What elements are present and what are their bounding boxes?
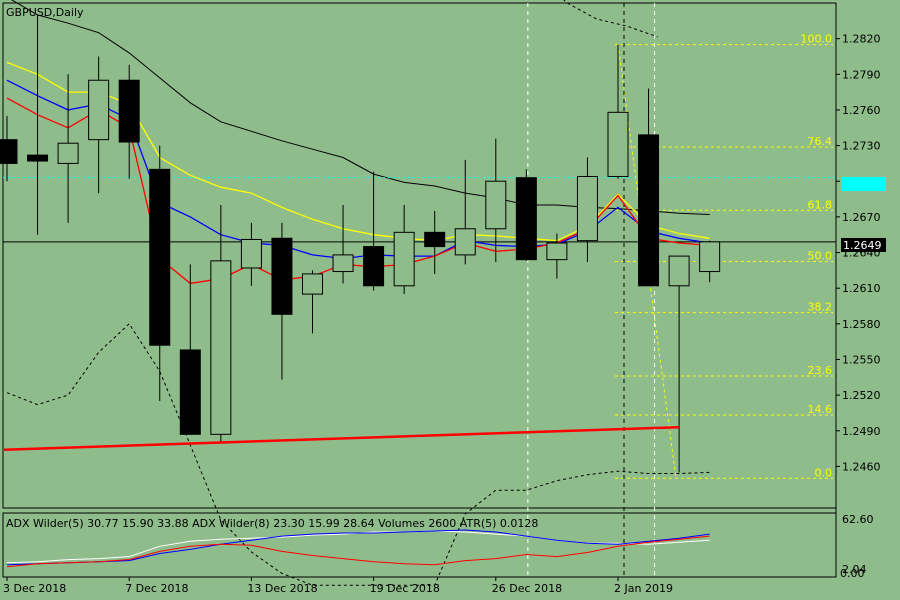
- candle-bull: [607, 111, 629, 177]
- chart-title: GBPUSD,Daily: [6, 6, 84, 19]
- ask-price-box: [841, 177, 886, 191]
- candle-bear: [271, 237, 293, 315]
- candle-bull: [485, 180, 507, 230]
- price-tick-label: 1.2730: [842, 140, 881, 153]
- candle-bull: [576, 175, 598, 242]
- fib-level-label: 23.6: [808, 364, 833, 377]
- price-tick-label: 1.2790: [842, 68, 881, 81]
- price-tick-label: 1.2610: [842, 282, 881, 295]
- price-tick-label: 1.2460: [842, 460, 881, 473]
- price-tick-label: 1.2760: [842, 104, 881, 117]
- time-tick-label: 2 Jan 2019: [614, 582, 673, 595]
- current-price-label: 1.2649: [843, 239, 882, 252]
- fib-level-label: 50.0: [808, 249, 833, 262]
- trend-line: [3, 425, 680, 452]
- indicator-min-label: 0.00: [840, 567, 865, 580]
- bb-lower-line: [6, 323, 710, 586]
- candle-bull: [240, 238, 262, 269]
- candle-bull: [668, 255, 690, 287]
- candle-bull: [88, 79, 110, 141]
- time-tick-label: 19 Dec 2018: [370, 582, 440, 595]
- candle-bear: [424, 231, 446, 248]
- candle-bull: [546, 242, 568, 261]
- adx-red-line: [6, 535, 710, 568]
- time-tick-label: 3 Dec 2018: [3, 582, 66, 595]
- candle-bear: [118, 79, 140, 143]
- fib-level-label: 14.6: [808, 403, 833, 416]
- fib-level-label: 61.8: [808, 198, 833, 211]
- candle-bear: [0, 139, 18, 164]
- price-tick-label: 1.2580: [842, 318, 881, 331]
- candle-bull: [57, 142, 79, 164]
- fib-level-label: 0.0: [815, 466, 833, 479]
- fib-level-label: 38.2: [808, 301, 833, 314]
- time-tick-label: 7 Dec 2018: [125, 582, 188, 595]
- candle-bear: [363, 246, 385, 287]
- candle-bear: [638, 134, 660, 287]
- price-tick-label: 1.2520: [842, 389, 881, 402]
- price-level-lines: [3, 177, 836, 243]
- candle-bull: [332, 254, 354, 273]
- candle-bull: [302, 273, 323, 295]
- time-tick-label: 13 Dec 2018: [247, 582, 317, 595]
- current-price-box: [841, 238, 886, 252]
- candle-bear: [27, 154, 49, 162]
- red-trend-line: [3, 425, 680, 452]
- candle-bull: [454, 228, 476, 256]
- indicator-label: ADX Wilder(5) 30.77 15.90 33.88 ADX Wild…: [6, 517, 538, 530]
- candle-bear: [149, 168, 171, 346]
- price-tick-label: 1.2820: [842, 33, 881, 46]
- time-axis: 3 Dec 2018 7 Dec 2018 13 Dec 2018 19 Dec 20…: [3, 577, 673, 595]
- price-tick-label: 1.2490: [842, 425, 881, 438]
- candles: [0, 14, 721, 473]
- time-tick-label: 26 Dec 2018: [492, 582, 562, 595]
- adx-blue-line: [6, 529, 710, 566]
- price-tick-label: 1.2670: [842, 211, 881, 224]
- indicator-panel: 62.60 2.040.00: [6, 513, 874, 580]
- fib-level-label: 100.0: [801, 33, 833, 46]
- candle-bull: [699, 241, 721, 273]
- candle-bear: [515, 177, 537, 261]
- fib-level-label: 76.4: [808, 135, 833, 148]
- candle-bear: [179, 349, 201, 435]
- indicator-max-label: 62.60: [842, 513, 874, 526]
- indicator-mid-label: 2.04: [842, 563, 867, 576]
- price-tick-label: 1.2550: [842, 353, 881, 366]
- candle-bull: [210, 260, 232, 435]
- candle-bull: [393, 231, 415, 287]
